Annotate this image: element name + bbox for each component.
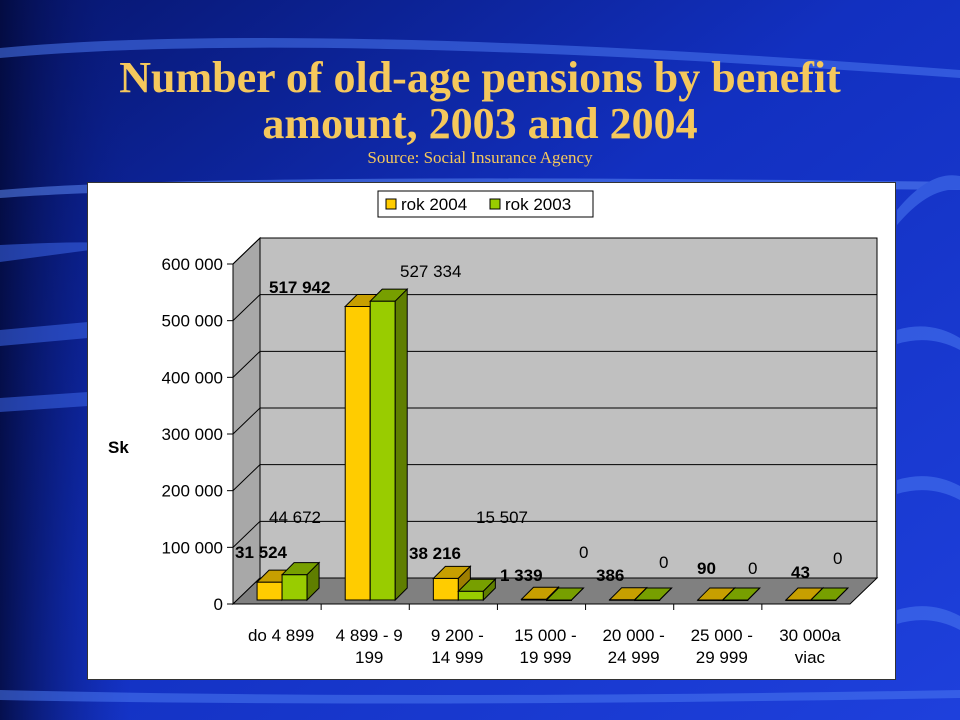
background-decor-stripes xyxy=(0,37,960,704)
x-tick-label: 199 xyxy=(355,648,383,667)
x-tick-label: 30 000a xyxy=(779,626,841,645)
gridline xyxy=(232,464,877,492)
bar-side-2003-2 xyxy=(482,578,496,602)
data-label-2004-1: 517 942 xyxy=(269,278,330,297)
slide-title-line-2: amount, 2003 and 2004 xyxy=(262,99,698,148)
x-tick-label: 15 000 - xyxy=(514,626,576,645)
data-label-2004-2: 38 216 xyxy=(409,544,461,563)
y-tick-label: 0 xyxy=(214,595,223,614)
slide-subtitle: Source: Social Insurance Agency xyxy=(367,148,593,167)
gridline xyxy=(232,294,877,322)
bar-2004-2 xyxy=(432,577,459,601)
y-tick-label: 500 000 xyxy=(162,312,223,331)
bar-side-2003-3 xyxy=(571,587,584,601)
bar-side-2003-4 xyxy=(659,587,672,601)
legend-label-2004: rok 2004 xyxy=(401,195,467,214)
x-tick-label: 24 999 xyxy=(608,648,660,667)
x-tick-label: 4 899 - 9 xyxy=(336,626,403,645)
y-tick-label: 600 000 xyxy=(162,255,223,274)
x-tick-label: 14 999 xyxy=(431,648,483,667)
data-label-2003-6: 0 xyxy=(833,549,842,568)
data-label-2003-4: 0 xyxy=(659,553,668,572)
gridline xyxy=(232,350,877,378)
data-label-2004-0: 31 524 xyxy=(235,543,288,562)
bar-2004-1 xyxy=(344,305,371,601)
legend-box xyxy=(377,190,594,218)
y-tick-label: 200 000 xyxy=(162,482,223,501)
x-tick-label: 29 999 xyxy=(696,648,748,667)
gridline xyxy=(232,407,877,435)
bar-side-2003-0 xyxy=(306,561,320,602)
x-tick-label: 19 999 xyxy=(520,648,572,667)
bar-2003-0 xyxy=(281,574,308,601)
y-tick-label: 100 000 xyxy=(162,538,223,557)
bar-2003-1 xyxy=(369,300,396,601)
chart-panel: 0 100 000 200 000 300 000 400 000 500 000 600 … xyxy=(87,182,896,680)
data-label-2003-0: 44 672 xyxy=(269,508,321,527)
bar-side-2003-1 xyxy=(394,287,408,602)
legend-label-2003: rok 2003 xyxy=(505,195,571,214)
data-label-2003-3: 0 xyxy=(579,543,588,562)
gridline xyxy=(232,237,877,265)
slide-title-line-1: Number of old-age pensions by benefit xyxy=(119,53,841,102)
data-label-2003-5: 0 xyxy=(748,559,757,578)
x-tick-label: do 4 899 xyxy=(248,626,314,645)
bar-side-2003-5 xyxy=(747,587,761,601)
bar-2004-0 xyxy=(256,581,283,601)
legend-swatch-2004 xyxy=(385,198,397,210)
data-label-2004-5: 90 xyxy=(697,559,716,578)
data-label-2004-3: 1 339 xyxy=(500,566,543,585)
data-label-2003-2: 15 507 xyxy=(476,508,528,527)
data-label-2003-1: 527 334 xyxy=(400,262,461,281)
data-label-2004-6: 43 xyxy=(791,563,810,582)
x-tick-label: 20 000 - xyxy=(602,626,664,645)
data-label-2004-4: 386 xyxy=(596,566,624,585)
x-tick-label: viac xyxy=(795,648,826,667)
legend-swatch-2003 xyxy=(489,198,501,210)
y-axis-label: Sk xyxy=(108,438,129,457)
y-tick-label: 400 000 xyxy=(162,368,223,387)
bar-chart: 0 100 000 200 000 300 000 400 000 500 000 600 … xyxy=(108,190,879,667)
x-tick-label: 9 200 - xyxy=(431,626,484,645)
y-tick-label: 300 000 xyxy=(162,425,223,444)
bar-2003-2 xyxy=(457,590,484,601)
gridline xyxy=(232,520,877,548)
bar-side-2003-6 xyxy=(835,587,849,601)
x-tick-label: 25 000 - xyxy=(691,626,753,645)
